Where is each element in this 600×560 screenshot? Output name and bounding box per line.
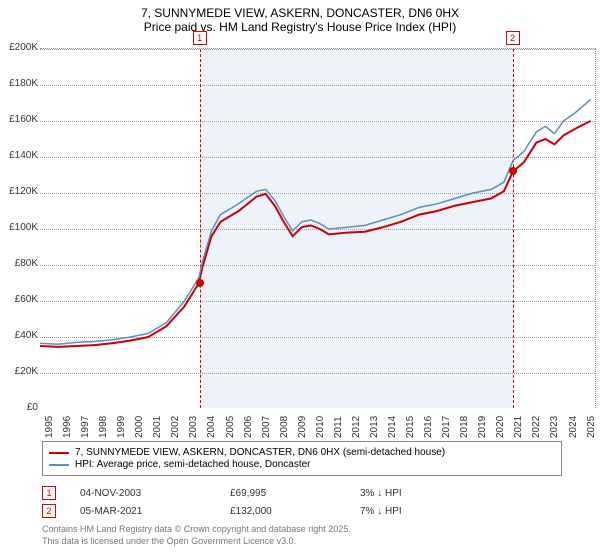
annot-pct-2: 7% ↓ HPI	[360, 506, 460, 517]
x-axis-label: 2016	[423, 416, 434, 438]
legend-swatch-2	[49, 464, 69, 466]
annot-marker-1: 1	[42, 486, 56, 500]
y-axis-label: £0	[0, 402, 38, 413]
x-axis-label: 2008	[279, 416, 290, 438]
chart-plot-area: 12	[40, 48, 596, 408]
legend-item: 7, SUNNYMEDE VIEW, ASKERN, DONCASTER, DN…	[49, 447, 555, 458]
price-point-marker	[196, 279, 204, 287]
footer-line2: This data is licensed under the Open Gov…	[42, 536, 351, 548]
y-axis-label: £140K	[0, 150, 38, 161]
x-axis-label: 2019	[477, 416, 488, 438]
x-axis-label: 1998	[98, 416, 109, 438]
title-line1: 7, SUNNYMEDE VIEW, ASKERN, DONCASTER, DN…	[0, 6, 600, 20]
x-axis-label: 2022	[531, 416, 542, 438]
x-axis-label: 2006	[243, 416, 254, 438]
x-axis-label: 2004	[206, 416, 217, 438]
series-hpi	[40, 99, 591, 344]
footer-attribution: Contains HM Land Registry data © Crown c…	[42, 524, 351, 547]
x-axis-label: 1999	[116, 416, 127, 438]
annot-pct-1: 3% ↓ HPI	[360, 488, 460, 499]
y-axis-label: £120K	[0, 186, 38, 197]
series-price_paid	[40, 121, 591, 347]
x-axis-label: 2001	[152, 416, 163, 438]
footer-line1: Contains HM Land Registry data © Crown c…	[42, 524, 351, 536]
x-axis-label: 2007	[261, 416, 272, 438]
price-point-marker	[509, 167, 517, 175]
annotation-table: 1 04-NOV-2003 £69,995 3% ↓ HPI 2 05-MAR-…	[42, 484, 460, 520]
legend-swatch-1	[49, 452, 69, 454]
legend-item: HPI: Average price, semi-detached house,…	[49, 459, 555, 470]
x-axis-label: 2005	[225, 416, 236, 438]
x-axis-label: 2011	[333, 416, 344, 438]
annot-date-1: 04-NOV-2003	[80, 488, 230, 499]
legend-label-2: HPI: Average price, semi-detached house,…	[75, 459, 311, 470]
event-marker: 1	[193, 31, 207, 45]
x-axis-label: 2025	[586, 416, 597, 438]
annotation-row: 1 04-NOV-2003 £69,995 3% ↓ HPI	[42, 484, 460, 502]
x-axis-label: 1997	[80, 416, 91, 438]
y-axis-label: £20K	[0, 366, 38, 377]
y-axis-label: £160K	[0, 114, 38, 125]
x-axis-label: 2021	[513, 416, 524, 438]
x-axis-label: 2024	[568, 416, 579, 438]
x-axis-label: 2013	[369, 416, 380, 438]
x-axis-label: 1996	[62, 416, 73, 438]
x-axis-label: 2020	[495, 416, 506, 438]
x-axis-label: 2012	[351, 416, 362, 438]
x-axis-label: 2009	[297, 416, 308, 438]
x-axis-label: 1995	[44, 416, 55, 438]
chart-lines-svg	[40, 49, 596, 409]
y-axis-label: £40K	[0, 330, 38, 341]
x-axis-label: 2002	[170, 416, 181, 438]
y-axis-label: £60K	[0, 294, 38, 305]
x-axis-label: 2023	[549, 416, 560, 438]
annot-price-2: £132,000	[230, 506, 360, 517]
legend-box: 7, SUNNYMEDE VIEW, ASKERN, DONCASTER, DN…	[42, 441, 562, 476]
y-axis-label: £180K	[0, 78, 38, 89]
x-axis-label: 2018	[459, 416, 470, 438]
x-axis-label: 2014	[387, 416, 398, 438]
x-axis-label: 2017	[441, 416, 452, 438]
x-axis-label: 2000	[134, 416, 145, 438]
y-axis-label: £200K	[0, 42, 38, 53]
event-marker: 2	[506, 31, 520, 45]
annot-date-2: 05-MAR-2021	[80, 506, 230, 517]
y-axis-label: £80K	[0, 258, 38, 269]
annot-marker-2: 2	[42, 504, 56, 518]
x-axis-label: 2003	[188, 416, 199, 438]
annot-price-1: £69,995	[230, 488, 360, 499]
annotation-row: 2 05-MAR-2021 £132,000 7% ↓ HPI	[42, 502, 460, 520]
x-axis-label: 2010	[315, 416, 326, 438]
legend-label-1: 7, SUNNYMEDE VIEW, ASKERN, DONCASTER, DN…	[75, 447, 445, 458]
x-axis-label: 2015	[405, 416, 416, 438]
y-axis-label: £100K	[0, 222, 38, 233]
